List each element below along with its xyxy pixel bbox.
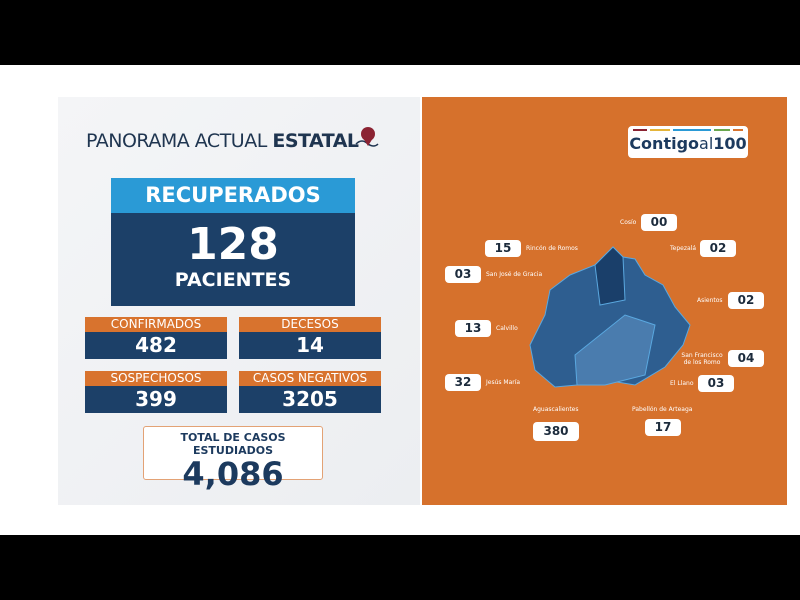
- recovered-card: 128 PACIENTES: [111, 213, 355, 306]
- stat-negative: CASOS NEGATIVOS 3205: [239, 371, 381, 413]
- stat-label: DECESOS: [239, 317, 381, 332]
- label-san-jose: San José de Gracia: [486, 271, 543, 278]
- label-el-llano: El Llano: [670, 380, 694, 387]
- recovered-unit: PACIENTES: [174, 269, 292, 291]
- stat-value: 399: [85, 386, 227, 413]
- count-tepezala: 02: [700, 240, 736, 257]
- recovered-value: 128: [187, 219, 279, 270]
- label-san-francisco: San Francisco de los Romo: [681, 352, 723, 366]
- count-cosio: 00: [641, 214, 677, 231]
- count-rincon: 15: [485, 240, 521, 257]
- stat-label: CONFIRMADOS: [85, 317, 227, 332]
- count-san-jose: 03: [445, 266, 481, 283]
- count-aguascalientes: 380: [533, 422, 579, 441]
- label-pabellon: Pabellón de Arteaga: [632, 406, 693, 413]
- stat-label: SOSPECHOSOS: [85, 371, 227, 386]
- title-light: PANORAMA ACTUAL: [86, 130, 273, 152]
- stat-suspected: SOSPECHOSOS 399: [85, 371, 227, 413]
- contigo-logo: Contigoal100: [628, 126, 748, 158]
- stat-confirmed: CONFIRMADOS 482: [85, 317, 227, 359]
- stat-label: CASOS NEGATIVOS: [239, 371, 381, 386]
- recovered-header: RECUPERADOS: [111, 178, 355, 213]
- stat-value: 3205: [239, 386, 381, 413]
- label-asientos: Asientos: [697, 297, 723, 304]
- count-pabellon: 17: [645, 419, 681, 436]
- label-aguascalientes: Aguascalientes: [533, 406, 579, 413]
- label-jesus-maria: Jesús María: [486, 379, 521, 386]
- count-asientos: 02: [728, 292, 764, 309]
- location-pin-icon: [355, 127, 379, 147]
- total-cases: TOTAL DE CASOS ESTUDIADOS 4,086: [143, 426, 323, 491]
- count-calvillo: 13: [455, 320, 491, 337]
- label-cosio: Cosío: [620, 219, 637, 226]
- total-label: TOTAL DE CASOS ESTUDIADOS: [180, 431, 286, 457]
- count-san-francisco: 04: [728, 350, 764, 367]
- count-jesus-maria: 32: [445, 374, 481, 391]
- stat-value: 14: [239, 332, 381, 359]
- label-calvillo: Calvillo: [496, 325, 518, 332]
- stat-value: 482: [85, 332, 227, 359]
- total-value: 4,086: [182, 455, 284, 493]
- label-rincon: Rincón de Romos: [526, 245, 578, 252]
- title-bold: ESTATAL: [272, 130, 359, 152]
- count-el-llano: 03: [698, 375, 734, 392]
- stat-deaths: DECESOS 14: [239, 317, 381, 359]
- map-region-south: [574, 314, 656, 386]
- page-title: PANORAMA ACTUAL ESTATAL: [86, 130, 359, 152]
- label-tepezala: Tepezalá: [670, 245, 697, 252]
- state-map: [529, 246, 691, 388]
- map-region-north: [594, 246, 626, 306]
